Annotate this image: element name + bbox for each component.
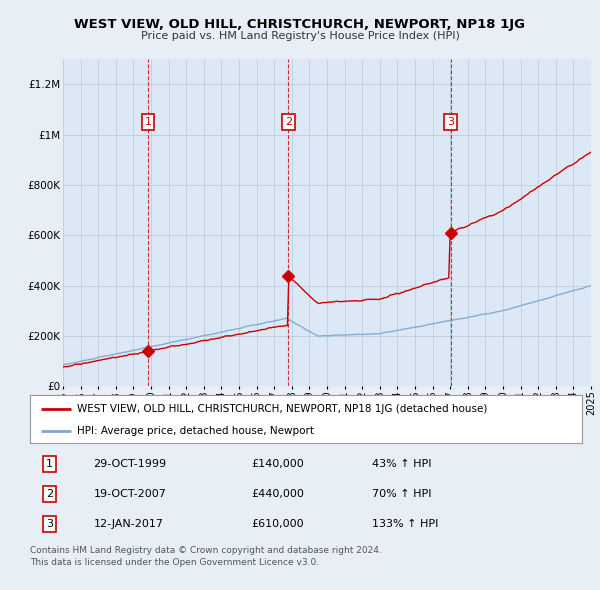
Text: Contains HM Land Registry data © Crown copyright and database right 2024.: Contains HM Land Registry data © Crown c… [30, 546, 382, 555]
Text: 43% ↑ HPI: 43% ↑ HPI [372, 459, 432, 468]
Text: This data is licensed under the Open Government Licence v3.0.: This data is licensed under the Open Gov… [30, 558, 319, 566]
Text: 2: 2 [46, 489, 53, 499]
Text: £610,000: £610,000 [251, 519, 304, 529]
Text: £440,000: £440,000 [251, 489, 304, 499]
Text: HPI: Average price, detached house, Newport: HPI: Average price, detached house, Newp… [77, 426, 314, 435]
Text: 12-JAN-2017: 12-JAN-2017 [94, 519, 163, 529]
Text: 70% ↑ HPI: 70% ↑ HPI [372, 489, 432, 499]
Text: 1: 1 [145, 117, 152, 127]
Text: WEST VIEW, OLD HILL, CHRISTCHURCH, NEWPORT, NP18 1JG (detached house): WEST VIEW, OLD HILL, CHRISTCHURCH, NEWPO… [77, 404, 487, 414]
Text: £140,000: £140,000 [251, 459, 304, 468]
Text: 29-OCT-1999: 29-OCT-1999 [94, 459, 167, 468]
Text: 1: 1 [46, 459, 53, 468]
Text: 3: 3 [46, 519, 53, 529]
Text: 3: 3 [447, 117, 454, 127]
Text: 2: 2 [285, 117, 292, 127]
Text: WEST VIEW, OLD HILL, CHRISTCHURCH, NEWPORT, NP18 1JG: WEST VIEW, OLD HILL, CHRISTCHURCH, NEWPO… [74, 18, 526, 31]
Text: 19-OCT-2007: 19-OCT-2007 [94, 489, 166, 499]
Text: 133% ↑ HPI: 133% ↑ HPI [372, 519, 439, 529]
Text: Price paid vs. HM Land Registry's House Price Index (HPI): Price paid vs. HM Land Registry's House … [140, 31, 460, 41]
